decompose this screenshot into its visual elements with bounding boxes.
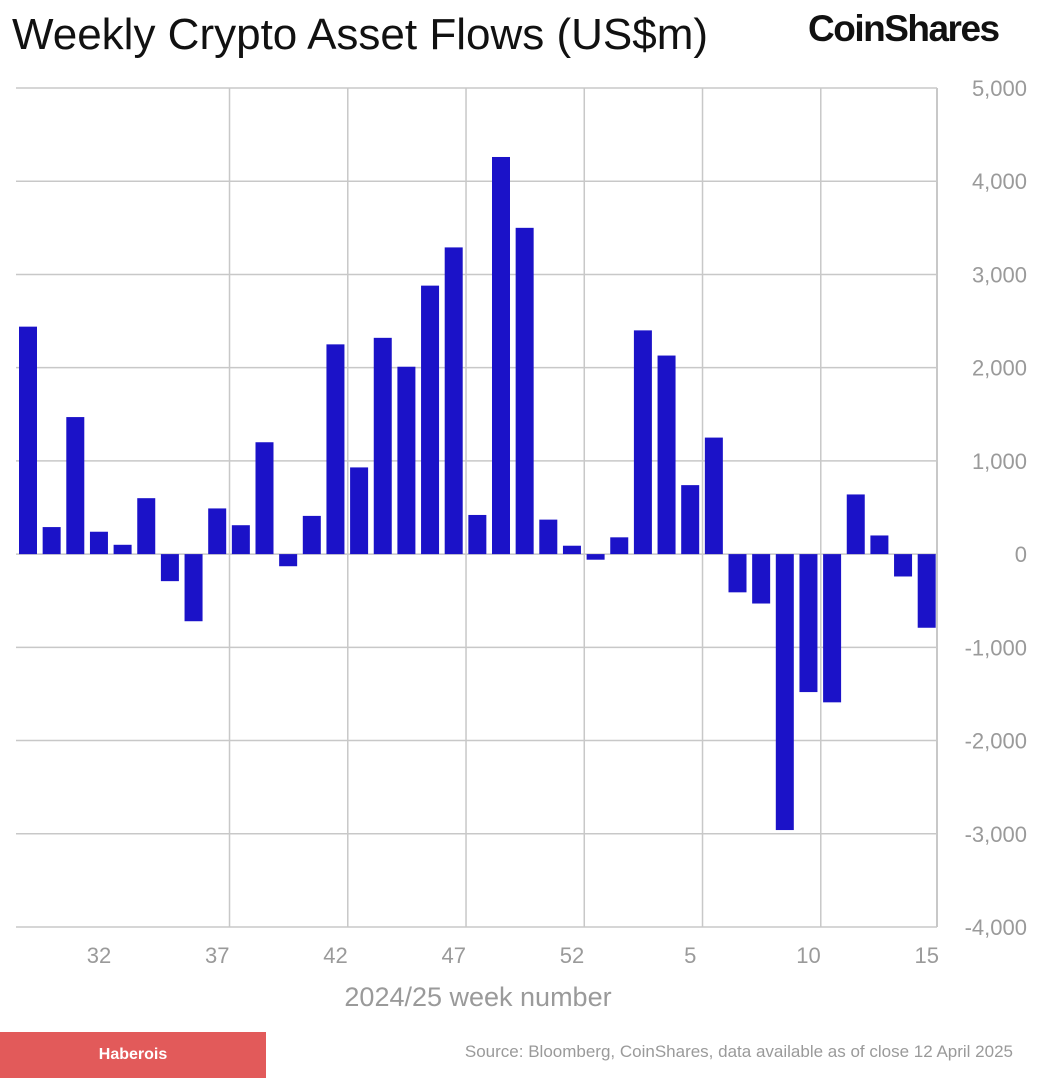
bar-week-13: [870, 535, 889, 555]
x-tick-label: 32: [87, 943, 111, 968]
chart-title: Weekly Crypto Asset Flows (US$m): [12, 10, 709, 59]
bar-week-35: [160, 554, 179, 582]
bar-week-31: [66, 417, 85, 555]
bar-week-9: [775, 554, 794, 831]
bar-week-3: [633, 330, 652, 555]
bar-week-30: [42, 527, 61, 555]
bar-week-10: [799, 554, 818, 693]
y-tick-label: 0: [1015, 542, 1027, 567]
bar-week-11: [823, 554, 842, 703]
coinshares-logo: CoinShares: [808, 8, 1000, 49]
bar-week-43: [350, 467, 369, 555]
bar-week-7: [728, 554, 747, 593]
bar-week-33: [113, 544, 132, 555]
bar-week-15: [917, 554, 936, 628]
x-axis-label: 2024/25 week number: [344, 982, 611, 1012]
bar-chart: 5,000 4,000 3,000 2,000 1,000 0 -1,000 -2,000 -3…: [16, 76, 1027, 1012]
watermark-badge: Haberois: [0, 1032, 266, 1078]
y-tick-label: 5,000: [972, 76, 1027, 101]
bars: [19, 156, 936, 831]
y-tick-label: 1,000: [972, 449, 1027, 474]
x-tick-label: 37: [205, 943, 229, 968]
y-tick-label: 3,000: [972, 262, 1027, 287]
y-tick-label: -1,000: [965, 635, 1027, 660]
bar-week-42: [326, 344, 345, 555]
bar-week-32: [89, 531, 108, 555]
bar-week-40: [279, 554, 298, 567]
x-tick-label: 15: [914, 943, 938, 968]
x-tick-label: 5: [684, 943, 696, 968]
x-tick-label: 52: [560, 943, 584, 968]
y-tick-label: 2,000: [972, 356, 1027, 381]
bar-week-46: [421, 285, 440, 555]
tick-labels: 5,000 4,000 3,000 2,000 1,000 0 -1,000 -2,000 -3…: [87, 76, 1027, 968]
bar-week-6: [704, 437, 723, 555]
bar-week-34: [137, 498, 156, 555]
bar-week-14: [894, 554, 913, 577]
bar-week-48: [468, 514, 487, 555]
bar-week-44: [373, 337, 392, 555]
bar-week-52: [562, 545, 581, 555]
bar-week-2: [610, 537, 629, 555]
bar-week-39: [255, 442, 274, 555]
bar-week-29: [19, 326, 37, 555]
bar-week-8: [752, 554, 771, 604]
bar-week-12: [846, 494, 865, 555]
bar-week-45: [397, 366, 416, 555]
x-tick-label: 10: [796, 943, 820, 968]
bar-week-36: [184, 554, 203, 622]
bar-week-1: [586, 554, 605, 560]
y-tick-label: 4,000: [972, 169, 1027, 194]
bar-week-41: [302, 515, 321, 555]
source-note: Source: Bloomberg, CoinShares, data avai…: [464, 1042, 1013, 1061]
y-tick-label: -4,000: [965, 915, 1027, 940]
bar-week-49: [492, 156, 510, 555]
bar-week-5: [681, 485, 700, 555]
y-tick-label: -2,000: [965, 729, 1027, 754]
bar-week-37: [208, 508, 227, 555]
bar-week-47: [444, 247, 463, 555]
x-tick-label: 47: [441, 943, 465, 968]
x-tick-label: 42: [323, 943, 347, 968]
bar-week-38: [231, 525, 250, 555]
bar-week-50: [515, 227, 534, 555]
y-tick-label: -3,000: [965, 822, 1027, 847]
bar-week-4: [657, 355, 676, 555]
bar-week-51: [539, 519, 558, 555]
